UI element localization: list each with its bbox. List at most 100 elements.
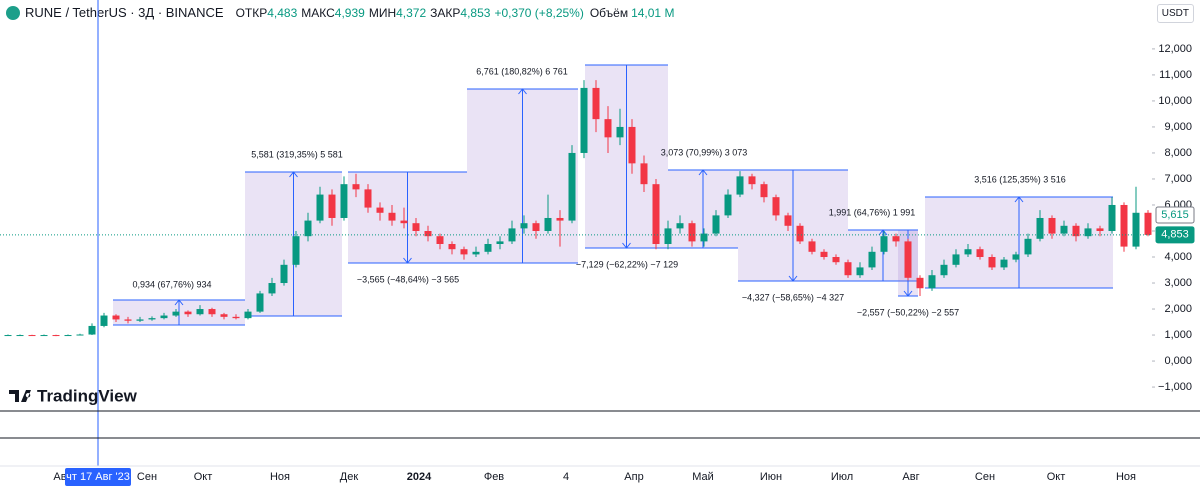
candle-body xyxy=(292,236,300,265)
candle-body xyxy=(640,163,648,185)
candle-body xyxy=(388,212,396,221)
time-label: Фев xyxy=(484,471,504,483)
candle-body xyxy=(568,152,576,221)
candle-body xyxy=(352,184,360,190)
measure-label: −3,565 (−48,64%) −3 565 xyxy=(357,274,459,284)
time-label: Окт xyxy=(1047,471,1066,483)
candle-body xyxy=(988,257,996,268)
candle-body xyxy=(100,315,108,326)
time-label: Июл xyxy=(831,471,853,483)
candle-body xyxy=(976,249,984,258)
currency-button[interactable]: USDT xyxy=(1156,4,1194,23)
candle-body xyxy=(556,217,564,221)
time-label: 2024 xyxy=(407,471,432,483)
candle-body xyxy=(772,197,780,216)
candle-body xyxy=(88,325,96,335)
candle-body xyxy=(700,233,708,242)
candle-body xyxy=(580,87,588,153)
arrow-head xyxy=(403,257,412,264)
candle-body xyxy=(520,223,528,229)
candle-body xyxy=(328,194,336,218)
candle-body xyxy=(232,316,240,319)
crosshair-date-box xyxy=(65,468,131,486)
measure-label: −4,327 (−58,65%) −4 327 xyxy=(742,292,844,302)
brand: TradingView xyxy=(37,386,138,405)
arrow-head xyxy=(622,242,631,249)
time-label: Май xyxy=(692,471,714,483)
candle-body xyxy=(616,126,624,138)
candle-body xyxy=(1132,212,1140,247)
candle-body xyxy=(160,315,168,319)
measure-label: 3,073 (70,99%) 3 073 xyxy=(661,147,748,157)
candle-body xyxy=(1144,212,1152,235)
candle-body xyxy=(28,335,36,337)
time-label: Ноя xyxy=(270,471,290,483)
y-tick-label: 4,000 xyxy=(1164,251,1192,263)
measure-label: −2,557 (−50,22%) −2 557 xyxy=(857,307,959,317)
change: +0,370 (+8,25%) xyxy=(494,5,584,20)
candle-body xyxy=(316,194,324,221)
arrow-head xyxy=(903,290,913,297)
candle-body xyxy=(460,249,468,255)
field-label: МИН xyxy=(368,5,397,20)
candle-body xyxy=(868,251,876,268)
candle-body xyxy=(412,223,420,231)
time-label: Окт xyxy=(194,471,213,483)
candle-body xyxy=(496,241,504,244)
candle-body xyxy=(1060,225,1068,234)
candle-body xyxy=(544,217,552,231)
field-value: 4,939 xyxy=(334,5,365,20)
candle-body xyxy=(928,275,936,289)
candle-body xyxy=(940,264,948,276)
candle-body xyxy=(964,249,972,255)
candle-body xyxy=(268,283,276,294)
price-label: 4,853 xyxy=(1161,229,1189,241)
field-value: 4,853 xyxy=(460,5,491,20)
candle-body xyxy=(592,87,600,120)
volume-label: Объём xyxy=(589,5,629,20)
candle-body xyxy=(856,267,864,276)
candle-body xyxy=(448,243,456,250)
candle-body xyxy=(280,264,288,284)
candle-body xyxy=(1096,228,1104,231)
candle-body xyxy=(136,319,144,321)
candle-body xyxy=(676,223,684,229)
arrow-head xyxy=(878,229,888,236)
candle-body xyxy=(1024,238,1032,255)
measure-label: 5,581 (319,35%) 5 581 xyxy=(251,149,343,159)
price-label-box xyxy=(1155,206,1195,224)
y-tick-label: −1,000 xyxy=(1158,381,1192,393)
arrow-head xyxy=(788,275,798,282)
field-label: ОТКР xyxy=(235,5,268,20)
y-tick-label: 11,000 xyxy=(1159,69,1192,81)
time-label: Авг xyxy=(902,471,919,483)
field-label: ЗАКР xyxy=(430,5,461,20)
measure-label: 1,991 (64,76%) 1 991 xyxy=(829,207,916,217)
candle-body xyxy=(184,311,192,315)
candle-body xyxy=(736,176,744,195)
candle-body xyxy=(1000,259,1008,268)
candle-body xyxy=(604,119,612,138)
price-label-box xyxy=(1155,226,1195,244)
candle-body xyxy=(820,251,828,258)
candle-body xyxy=(1048,217,1056,234)
price-label: 5,615 xyxy=(1161,209,1189,221)
time-label: Ноя xyxy=(1116,471,1136,483)
candle-body xyxy=(220,314,228,317)
candle-body xyxy=(472,251,480,255)
candle-body xyxy=(1120,204,1128,247)
y-tick-label: 1,000 xyxy=(1164,329,1192,341)
candle-body xyxy=(652,184,660,244)
symbol[interactable]: RUNE / TetherUS · 3Д · BINANCE xyxy=(25,5,224,20)
y-tick-label: 0,000 xyxy=(1164,355,1192,367)
y-tick-label: 8,000 xyxy=(1164,147,1192,159)
candle-body xyxy=(664,228,672,244)
candle-body xyxy=(688,223,696,242)
candle-body xyxy=(64,335,72,337)
candle-body xyxy=(760,184,768,198)
candle-body xyxy=(376,207,384,213)
field-value: 4,483 xyxy=(267,5,298,20)
y-tick-label: 10,000 xyxy=(1158,95,1192,107)
candle-body xyxy=(112,315,120,320)
